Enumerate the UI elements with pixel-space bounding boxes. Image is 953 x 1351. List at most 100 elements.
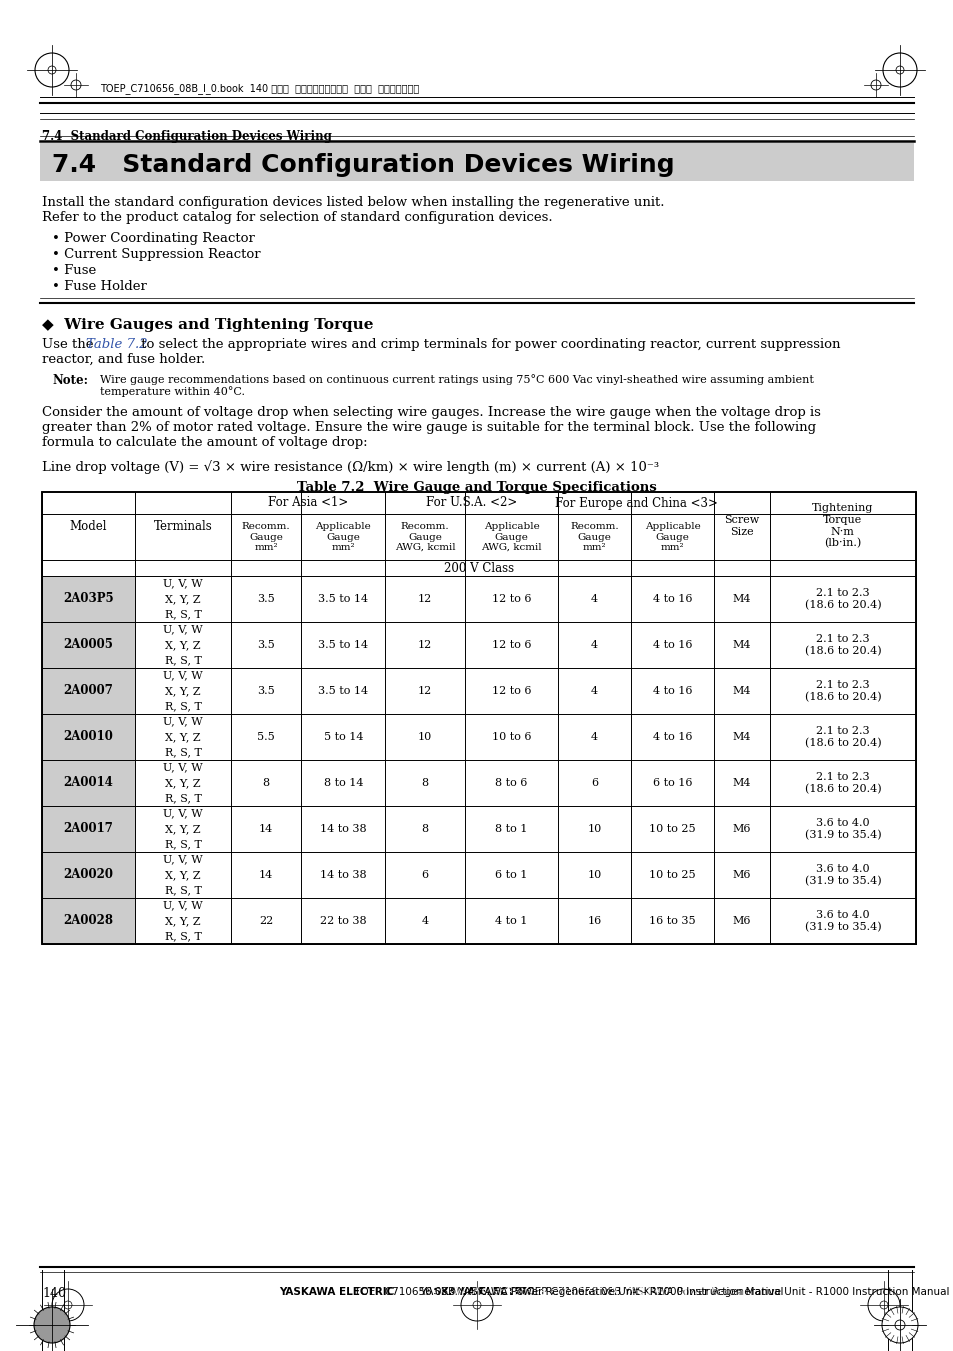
Text: Install the standard configuration devices listed below when installing the rege: Install the standard configuration devic… bbox=[42, 196, 664, 209]
Text: X, Y, Z: X, Y, Z bbox=[165, 732, 200, 742]
Text: Screw
Size: Screw Size bbox=[723, 515, 759, 536]
Text: 2A0028: 2A0028 bbox=[64, 915, 113, 928]
Circle shape bbox=[882, 1306, 917, 1343]
Text: 16: 16 bbox=[587, 916, 601, 925]
Bar bbox=[42, 576, 135, 621]
Text: 2.1 to 2.3
(18.6 to 20.4): 2.1 to 2.3 (18.6 to 20.4) bbox=[803, 588, 881, 611]
Text: U, V, W: U, V, W bbox=[163, 624, 203, 635]
Text: 10 to 25: 10 to 25 bbox=[649, 870, 695, 880]
Text: 12: 12 bbox=[417, 686, 432, 696]
Text: Recomm.
Gauge
AWG, kcmil: Recomm. Gauge AWG, kcmil bbox=[395, 521, 455, 553]
Text: R, S, T: R, S, T bbox=[165, 839, 201, 850]
Bar bbox=[135, 492, 231, 561]
Text: Applicable
Gauge
mm²: Applicable Gauge mm² bbox=[644, 521, 700, 553]
Text: X, Y, Z: X, Y, Z bbox=[165, 916, 200, 925]
Text: 5.5: 5.5 bbox=[257, 732, 274, 742]
Text: 2.1 to 2.3
(18.6 to 20.4): 2.1 to 2.3 (18.6 to 20.4) bbox=[803, 634, 881, 657]
Text: 3.5: 3.5 bbox=[257, 686, 274, 696]
Text: TOEP C710656 08B YASKAWA Power Regenerative Unit - R1000 Instruction Manual: TOEP C710656 08B YASKAWA Power Regenerat… bbox=[517, 1288, 949, 1297]
Text: 2A0014: 2A0014 bbox=[64, 777, 113, 789]
Text: X, Y, Z: X, Y, Z bbox=[165, 778, 200, 788]
Text: 16 to 35: 16 to 35 bbox=[649, 916, 695, 925]
Bar bbox=[42, 492, 915, 944]
Bar bbox=[42, 852, 135, 898]
Text: R, S, T: R, S, T bbox=[165, 793, 201, 804]
Text: Refer to the product catalog for selection of standard configuration devices.: Refer to the product catalog for selecti… bbox=[42, 211, 552, 224]
Text: • Fuse Holder: • Fuse Holder bbox=[52, 280, 147, 293]
Text: 12 to 6: 12 to 6 bbox=[492, 640, 531, 650]
Text: 8: 8 bbox=[421, 824, 428, 834]
Text: M6: M6 bbox=[732, 870, 750, 880]
Bar bbox=[42, 667, 135, 713]
Text: 4: 4 bbox=[591, 686, 598, 696]
Text: X, Y, Z: X, Y, Z bbox=[165, 640, 200, 650]
Text: • Current Suppression Reactor: • Current Suppression Reactor bbox=[52, 249, 260, 261]
Bar bbox=[42, 621, 135, 667]
Text: TOEP C710656 08B YASKAWA Power Regenerative Unit - R1000 Instruction Manual: TOEP C710656 08B YASKAWA Power Regenerat… bbox=[351, 1288, 783, 1297]
Text: U, V, W: U, V, W bbox=[163, 763, 203, 773]
Text: Wire gauge recommendations based on continuous current ratings using 75°C 600 Va: Wire gauge recommendations based on cont… bbox=[100, 374, 813, 385]
Text: 4 to 16: 4 to 16 bbox=[652, 732, 692, 742]
Text: 6: 6 bbox=[591, 778, 598, 788]
Text: R, S, T: R, S, T bbox=[165, 655, 201, 665]
Text: U, V, W: U, V, W bbox=[163, 809, 203, 819]
Text: 2A03P5: 2A03P5 bbox=[63, 593, 113, 605]
Text: greater than 2% of motor rated voltage. Ensure the wire gauge is suitable for th: greater than 2% of motor rated voltage. … bbox=[42, 422, 815, 434]
Text: 140: 140 bbox=[42, 1288, 66, 1300]
Text: 2A0005: 2A0005 bbox=[64, 639, 113, 651]
Text: 8: 8 bbox=[262, 778, 270, 788]
Bar bbox=[40, 143, 913, 181]
Text: 200 V Class: 200 V Class bbox=[443, 562, 514, 574]
Text: ◆  Wire Gauges and Tightening Torque: ◆ Wire Gauges and Tightening Torque bbox=[42, 317, 374, 332]
Text: For U.S.A. <2>: For U.S.A. <2> bbox=[426, 497, 517, 509]
Text: U, V, W: U, V, W bbox=[163, 578, 203, 589]
Text: 3.5 to 14: 3.5 to 14 bbox=[318, 686, 368, 696]
Text: R, S, T: R, S, T bbox=[165, 701, 201, 712]
Text: 10 to 25: 10 to 25 bbox=[649, 824, 695, 834]
Text: 3.6 to 4.0
(31.9 to 35.4): 3.6 to 4.0 (31.9 to 35.4) bbox=[803, 817, 881, 840]
Text: formula to calculate the amount of voltage drop:: formula to calculate the amount of volta… bbox=[42, 436, 367, 449]
Text: M4: M4 bbox=[732, 732, 750, 742]
Text: 8 to 1: 8 to 1 bbox=[495, 824, 527, 834]
Text: Note:: Note: bbox=[52, 374, 88, 386]
Text: 12: 12 bbox=[417, 640, 432, 650]
Text: Line drop voltage (V) = √3 × wire resistance (Ω/km) × wire length (m) × current : Line drop voltage (V) = √3 × wire resist… bbox=[42, 459, 659, 474]
Text: to select the appropriate wires and crimp terminals for power coordinating react: to select the appropriate wires and crim… bbox=[137, 338, 840, 351]
Text: 4 to 1: 4 to 1 bbox=[495, 916, 527, 925]
Text: Applicable
Gauge
mm²: Applicable Gauge mm² bbox=[315, 521, 371, 553]
Text: 3.6 to 4.0
(31.9 to 35.4): 3.6 to 4.0 (31.9 to 35.4) bbox=[803, 865, 881, 886]
Text: R, S, T: R, S, T bbox=[165, 885, 201, 896]
Text: U, V, W: U, V, W bbox=[163, 901, 203, 911]
Text: M6: M6 bbox=[732, 916, 750, 925]
Text: 6 to 1: 6 to 1 bbox=[495, 870, 527, 880]
Text: YASKAWA ELECTRIC: YASKAWA ELECTRIC bbox=[279, 1288, 394, 1297]
Bar bbox=[42, 492, 915, 944]
Text: 14: 14 bbox=[259, 870, 273, 880]
Text: X, Y, Z: X, Y, Z bbox=[165, 824, 200, 834]
Circle shape bbox=[34, 1306, 70, 1343]
Text: Table 7.2: Table 7.2 bbox=[86, 338, 148, 351]
Text: 3.6 to 4.0
(31.9 to 35.4): 3.6 to 4.0 (31.9 to 35.4) bbox=[803, 911, 881, 932]
Text: 12: 12 bbox=[417, 594, 432, 604]
Text: M4: M4 bbox=[732, 686, 750, 696]
Text: 8: 8 bbox=[421, 778, 428, 788]
Text: 10: 10 bbox=[587, 824, 601, 834]
Text: 2.1 to 2.3
(18.6 to 20.4): 2.1 to 2.3 (18.6 to 20.4) bbox=[803, 725, 881, 748]
Text: For Europe and China <3>: For Europe and China <3> bbox=[554, 497, 717, 509]
Text: 14 to 38: 14 to 38 bbox=[319, 824, 366, 834]
Text: 2A0007: 2A0007 bbox=[64, 685, 113, 697]
Bar bbox=[42, 713, 135, 761]
Text: 7.4  Standard Configuration Devices Wiring: 7.4 Standard Configuration Devices Wirin… bbox=[42, 130, 332, 143]
Text: 14: 14 bbox=[259, 824, 273, 834]
Text: U, V, W: U, V, W bbox=[163, 855, 203, 865]
Text: 4: 4 bbox=[591, 594, 598, 604]
Bar bbox=[42, 761, 135, 807]
Text: For Asia <1>: For Asia <1> bbox=[268, 497, 348, 509]
Text: 4: 4 bbox=[421, 916, 428, 925]
Text: X, Y, Z: X, Y, Z bbox=[165, 594, 200, 604]
Text: 12 to 6: 12 to 6 bbox=[492, 594, 531, 604]
Text: Terminals: Terminals bbox=[153, 520, 213, 532]
Text: 3.5: 3.5 bbox=[257, 640, 274, 650]
Text: M4: M4 bbox=[732, 640, 750, 650]
Bar bbox=[42, 898, 135, 944]
